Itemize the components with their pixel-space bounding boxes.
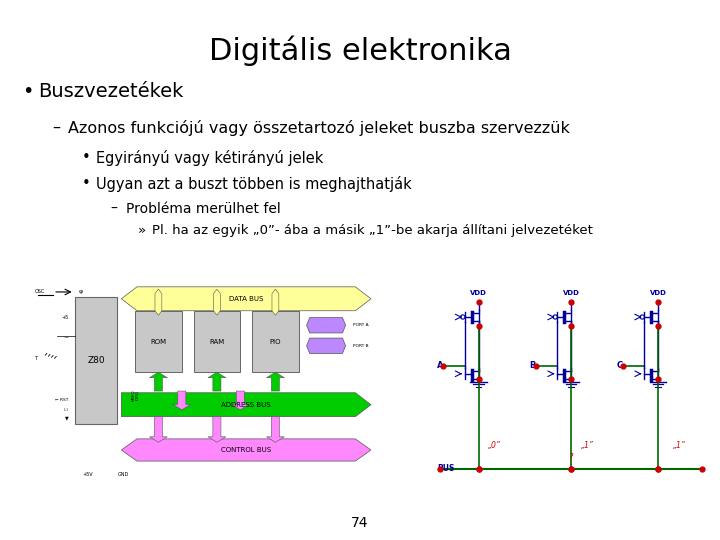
Text: PORT B: PORT B xyxy=(354,343,369,348)
Text: Azonos funkciójú vagy összetartozó jeleket buszba szervezzük: Azonos funkciójú vagy összetartozó jelek… xyxy=(68,120,570,136)
Text: GND: GND xyxy=(117,472,129,477)
Text: Digitális elektronika: Digitális elektronika xyxy=(209,35,511,65)
Polygon shape xyxy=(213,289,220,315)
Text: Ugyan azt a buszt többen is meghajthatják: Ugyan azt a buszt többen is meghajthatjá… xyxy=(96,176,412,192)
Text: C: C xyxy=(616,361,623,370)
Text: Pl. ha az egyik „0”- ába a másik „1”-be akarja állítani jelvezetéket: Pl. ha az egyik „0”- ába a másik „1”-be … xyxy=(152,224,593,237)
FancyBboxPatch shape xyxy=(252,310,299,372)
Polygon shape xyxy=(173,391,191,410)
Text: MREQ
IORQ: MREQ IORQ xyxy=(131,389,139,401)
Text: „1”: „1” xyxy=(581,441,594,449)
FancyBboxPatch shape xyxy=(135,310,181,372)
Text: ?: ? xyxy=(569,453,573,462)
Text: „0”: „0” xyxy=(488,441,501,449)
Text: •: • xyxy=(82,176,91,191)
Text: (-): (-) xyxy=(63,408,68,412)
Text: VDD: VDD xyxy=(649,290,667,296)
Text: CONTROL BUS: CONTROL BUS xyxy=(221,447,271,453)
Text: »: » xyxy=(138,224,146,237)
Text: T: T xyxy=(35,356,37,361)
Text: ← RST: ← RST xyxy=(55,397,68,402)
Polygon shape xyxy=(122,439,371,461)
Text: ADDRESS BUS: ADDRESS BUS xyxy=(221,402,271,408)
Polygon shape xyxy=(122,393,371,417)
Polygon shape xyxy=(150,372,167,391)
Polygon shape xyxy=(122,287,371,310)
Text: +5V: +5V xyxy=(83,472,94,477)
Polygon shape xyxy=(150,417,167,442)
Text: φ: φ xyxy=(78,289,83,294)
Text: Buszvezetékek: Buszvezetékek xyxy=(38,82,184,101)
Text: B: B xyxy=(529,361,536,370)
Text: „1”: „1” xyxy=(673,441,686,449)
Polygon shape xyxy=(307,338,346,354)
Polygon shape xyxy=(266,372,284,391)
Text: •: • xyxy=(22,82,33,101)
Text: BUS: BUS xyxy=(438,464,455,473)
Text: –: – xyxy=(52,120,60,135)
Text: Probléma merülhet fel: Probléma merülhet fel xyxy=(126,202,281,216)
Polygon shape xyxy=(266,417,284,442)
Polygon shape xyxy=(231,391,249,410)
Polygon shape xyxy=(208,372,226,391)
Polygon shape xyxy=(155,289,162,315)
Text: –: – xyxy=(110,202,117,216)
Text: VDD: VDD xyxy=(470,290,487,296)
Text: PORT A: PORT A xyxy=(354,323,369,327)
FancyBboxPatch shape xyxy=(194,310,240,372)
FancyBboxPatch shape xyxy=(75,297,117,423)
Polygon shape xyxy=(307,318,346,333)
Text: ~: ~ xyxy=(63,335,68,341)
Text: +5: +5 xyxy=(61,315,68,320)
Text: PIO: PIO xyxy=(270,339,281,345)
Text: ROM: ROM xyxy=(150,339,166,345)
Text: A: A xyxy=(436,361,444,370)
Text: OSC: OSC xyxy=(35,289,45,294)
Text: ▼: ▼ xyxy=(65,416,68,421)
Polygon shape xyxy=(208,417,226,442)
Text: VDD: VDD xyxy=(562,290,580,296)
Text: Z80: Z80 xyxy=(87,356,105,365)
Polygon shape xyxy=(272,289,279,315)
Text: DATA BUS: DATA BUS xyxy=(229,296,264,302)
Text: •: • xyxy=(82,150,91,165)
Text: Egyirányú vagy kétirányú jelek: Egyirányú vagy kétirányú jelek xyxy=(96,150,323,166)
Text: RAM: RAM xyxy=(210,339,225,345)
Text: 74: 74 xyxy=(351,516,369,530)
